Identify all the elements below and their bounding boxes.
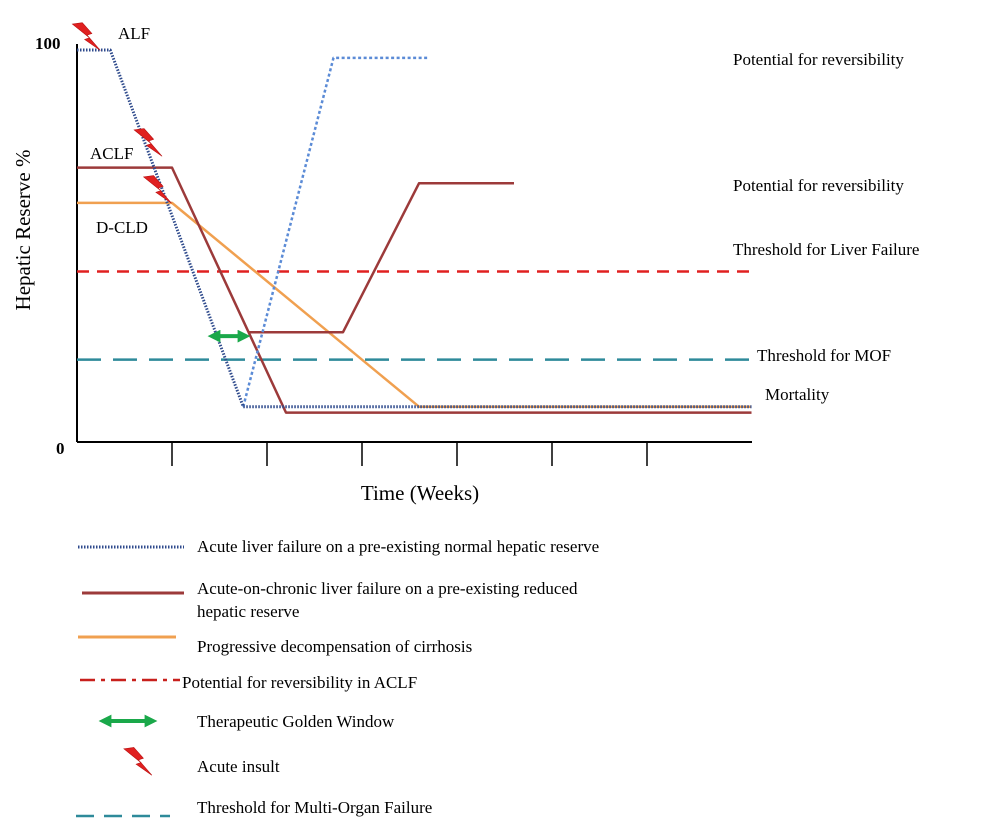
annotation-reversibility-aclf: Potential for reversibility — [733, 176, 904, 195]
legend-label-insult: Acute insult — [197, 757, 280, 776]
series-aclf-line — [77, 166, 752, 414]
y-tick-label-100: 100 — [35, 34, 61, 53]
legend-label-aclf-line1: Acute-on-chronic liver failure on a pre-… — [197, 579, 578, 598]
legend-label-golden-window: Therapeutic Golden Window — [197, 712, 395, 731]
legend-label-alf: Acute liver failure on a pre-existing no… — [197, 537, 599, 556]
annotation-reversibility-alf: Potential for reversibility — [733, 50, 904, 69]
legend-label-aclf-line2: hepatic reserve — [197, 602, 299, 621]
insult-icon — [133, 128, 163, 157]
legend-label-dcld: Progressive decompensation of cirrhosis — [197, 637, 472, 656]
y-axis-title: Hepatic Reserve % — [11, 150, 35, 311]
curve-label-alf: ALF — [118, 24, 150, 43]
legend-label-mof: Threshold for Multi-Organ Failure — [197, 798, 432, 817]
annotation-threshold-liver-failure: Threshold for Liver Failure — [733, 240, 919, 259]
insult-icon — [142, 175, 172, 204]
curve-label-aclf: ACLF — [90, 144, 133, 163]
annotation-mortality: Mortality — [765, 385, 830, 404]
acute-insult-icon — [123, 747, 153, 776]
series-alf-recovery-line — [242, 56, 429, 408]
curve-label-dcld: D-CLD — [96, 218, 148, 237]
x-axis-title: Time (Weeks) — [361, 481, 479, 505]
x-ticks — [171, 442, 648, 466]
series-alf-line — [77, 48, 752, 409]
legend: Acute liver failure on a pre-existing no… — [76, 537, 599, 818]
series-lines — [77, 48, 752, 414]
legend-insult-icon — [123, 747, 153, 776]
series-dcld-line — [77, 201, 752, 408]
insult-markers — [71, 22, 172, 204]
legend-label-reversibility: Potential for reversibility in ACLF — [182, 673, 417, 692]
series-aclf-recovery-line — [248, 182, 514, 334]
annotation-threshold-mof: Threshold for MOF — [757, 346, 891, 365]
insult-icon — [71, 22, 101, 51]
threshold-lines — [77, 270, 752, 361]
y-tick-label-0: 0 — [56, 439, 65, 458]
